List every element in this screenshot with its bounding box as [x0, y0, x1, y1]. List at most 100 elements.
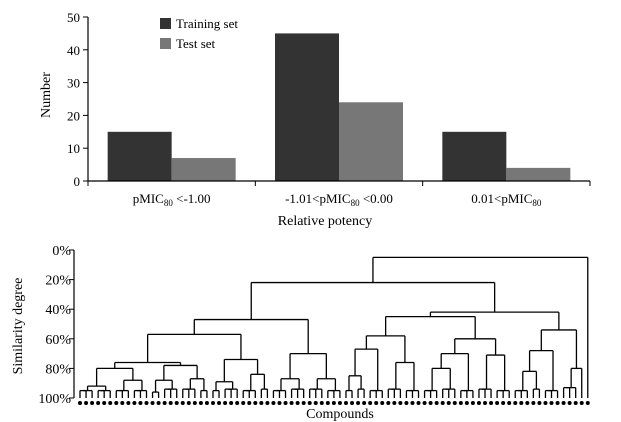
- bar-training-0: [107, 131, 172, 181]
- dendrogram-leaf-dot: [150, 401, 155, 405]
- dendrogram-leaf-dot: [543, 401, 548, 405]
- dendrogram-y-tick-label: 0%: [52, 244, 71, 259]
- dendrogram-leaf-dot: [138, 401, 143, 405]
- dendrogram-leaf-dot: [271, 401, 276, 405]
- dendrogram-leaf-dot: [168, 401, 173, 405]
- dendrogram-leaf-dot: [253, 401, 258, 405]
- dendrogram-leaf-dot: [549, 401, 554, 405]
- dendrogram-leaf-dot: [470, 401, 475, 405]
- dendrogram-leaf-dot: [108, 401, 113, 405]
- dendrogram-leaf-dot: [198, 401, 203, 405]
- dendrogram-leaf-dot: [501, 401, 506, 405]
- bar-legend: Training set Test set: [160, 16, 238, 51]
- dendrogram-leaf-dot: [531, 401, 536, 405]
- dendrogram-leaf-dot: [537, 401, 542, 405]
- dendrogram-leaf-dot: [204, 401, 209, 405]
- dendrogram-leaf-dot: [301, 401, 306, 405]
- dendrogram-leaf-dot: [210, 401, 215, 405]
- bar-y-tick-label: 0: [74, 174, 81, 189]
- dendrogram-leaf-dot: [579, 401, 584, 405]
- dendrogram-leaf-dot: [573, 401, 578, 405]
- dendrogram-leaf-dot: [350, 401, 355, 405]
- dendrogram-y-tick-label: 40%: [45, 303, 71, 318]
- dendrogram-leaf-dot: [174, 401, 179, 405]
- dendrogram-leaf-dot: [525, 401, 530, 405]
- dendrogram-leaf-dot: [410, 401, 415, 405]
- dendrogram-leaf-dot: [156, 401, 161, 405]
- dendrogram-leaf-dot: [96, 401, 101, 405]
- dendrogram-leaf-dot: [144, 401, 149, 405]
- dendrogram-axes: 0% 20% 40% 60% 80% 100%: [38, 244, 75, 407]
- dendrogram-leaf-dot: [186, 401, 191, 405]
- dendrogram-leaf-dot: [392, 401, 397, 405]
- dendrogram-leaf-dot: [458, 401, 463, 405]
- dendrogram-leaf-dot: [223, 401, 228, 405]
- bar-y-tick-label: 50: [67, 10, 80, 25]
- bar-y-tick-label: 30: [67, 76, 80, 91]
- bar-training-2: [442, 131, 507, 181]
- dendrogram-leaf-dot: [368, 401, 373, 405]
- bar-category-label-0: pMIC80 <-1.00: [133, 191, 211, 208]
- dendrogram-chart: Similarity degree Compounds 0% 20% 40% 60% 8…: [11, 244, 590, 422]
- dendrogram-leaf-dot: [567, 401, 572, 405]
- dendrogram-leaf-dot: [283, 401, 288, 405]
- dendrogram-leaf-dot: [585, 401, 590, 405]
- dendrogram-y-tick-label: 100%: [38, 392, 71, 407]
- bar-y-tick-label: 40: [67, 43, 80, 58]
- bar-y-tick-label: 20: [67, 108, 80, 123]
- dendrogram-leaves: [78, 401, 590, 405]
- dendrogram-leaf-dot: [452, 401, 457, 405]
- dendrogram-leaf-dot: [235, 401, 240, 405]
- dendrogram-leaf-dot: [374, 401, 379, 405]
- dendrogram-leaf-dot: [337, 401, 342, 405]
- dendrogram-leaf-dot: [416, 401, 421, 405]
- dendrogram-y-tick-label: 20%: [45, 274, 71, 289]
- dendrogram-links: [79, 256, 589, 398]
- bar-category-label-1: -1.01<pMIC80 <0.00: [285, 191, 393, 208]
- dendrogram-leaf-dot: [446, 401, 451, 405]
- dendrogram-leaf-dot: [513, 401, 518, 405]
- dendrogram-leaf-dot: [114, 401, 119, 405]
- dendrogram-leaf-dot: [132, 401, 137, 405]
- dendrogram-leaf-dot: [386, 401, 391, 405]
- dendrogram-leaf-dot: [495, 401, 500, 405]
- dendrogram-leaf-dot: [192, 401, 197, 405]
- bar-training-1: [275, 33, 339, 182]
- dendrogram-y-tick-label: 60%: [45, 333, 71, 348]
- dendrogram-leaf-dot: [428, 401, 433, 405]
- dendrogram-leaf-dot: [325, 401, 330, 405]
- dendrogram-leaf-dot: [265, 401, 270, 405]
- legend-label-1: Test set: [176, 36, 216, 51]
- legend-swatch-0: [160, 18, 171, 29]
- bar-category-label-2: 0.01<pMIC80: [471, 191, 542, 208]
- dendrogram-leaf-dot: [476, 401, 481, 405]
- dendrogram-leaf-dot: [398, 401, 403, 405]
- dendrogram-leaf-dot: [295, 401, 300, 405]
- dendrogram-leaf-dot: [519, 401, 524, 405]
- dendrogram-leaf-dot: [356, 401, 361, 405]
- dendrogram-y-tick-label: 80%: [45, 362, 71, 377]
- dendrogram-leaf-dot: [162, 401, 167, 405]
- bar-test-1: [339, 102, 403, 181]
- dendrogram-leaf-dot: [180, 401, 185, 405]
- bar-y-axis-label: Number: [39, 72, 54, 118]
- bar-test-0: [171, 158, 236, 181]
- dendrogram-leaf-dot: [102, 401, 107, 405]
- dendrogram-leaf-dot: [440, 401, 445, 405]
- dendrogram-leaf-dot: [343, 401, 348, 405]
- dendrogram-leaf-dot: [489, 401, 494, 405]
- dendrogram-leaf-dot: [555, 401, 560, 405]
- bar-chart: Number Relative potency pMIC80 <-1.00 -1.…: [39, 10, 591, 229]
- dendrogram-leaf-dot: [90, 401, 95, 405]
- dendrogram-leaf-dot: [126, 401, 131, 405]
- dendrogram-leaf-dot: [362, 401, 367, 405]
- dendrogram-leaf-dot: [229, 401, 234, 405]
- dendrogram-x-axis-label: Compounds: [306, 407, 374, 422]
- bar-axes: pMIC80 <-1.00 -1.01<pMIC80 <0.00 0.01<pMIC…: [67, 10, 591, 208]
- legend-swatch-1: [160, 38, 171, 49]
- dendrogram-leaf-dot: [78, 401, 82, 405]
- bar-test-2: [506, 167, 571, 181]
- bar-y-tick-label: 10: [67, 141, 80, 156]
- legend-label-0: Training set: [176, 16, 238, 31]
